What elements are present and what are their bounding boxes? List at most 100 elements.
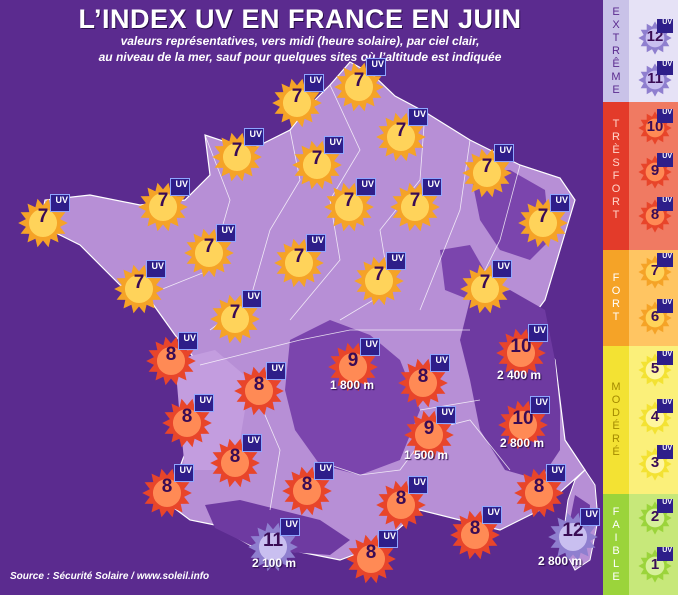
uv-value: 7 — [133, 272, 145, 293]
uv-value: 8 — [253, 374, 265, 395]
legend-band-label: FAIBLE — [612, 505, 620, 583]
uv-marker-bretagne-nord: 7 UV — [136, 178, 190, 234]
legend-uv-value: 4 — [650, 408, 660, 425]
uv-marker-ardennes: 7 UV — [374, 108, 428, 164]
legend-uv-value: 6 — [650, 308, 660, 325]
altitude-label: 1 800 m — [330, 378, 375, 392]
legend-uv-value: 9 — [650, 162, 660, 179]
uv-badge: UV — [314, 462, 334, 480]
legend-uv-badge: UV — [657, 153, 673, 167]
legend-uv-badge: UV — [657, 351, 673, 365]
uv-value: 7 — [395, 120, 407, 141]
uv-badge: UV — [546, 464, 566, 482]
uv-badge: UV — [492, 260, 512, 278]
legend-uv-8: 8 UV — [637, 197, 677, 238]
uv-marker-montpellier: 8 UV — [374, 476, 428, 532]
uv-badge: UV — [266, 362, 286, 380]
legend-uv-value: 2 — [650, 508, 660, 525]
legend-uv-badge: UV — [657, 399, 673, 413]
legend-uv-badge: UV — [657, 197, 673, 211]
uv-marker-brest: 7 UV — [16, 194, 70, 250]
legend-uv-value: 1 — [650, 556, 660, 573]
legend-uv-10: 10 UV — [637, 109, 677, 150]
uv-badge: UV — [242, 434, 262, 452]
uv-value: 8 — [395, 488, 407, 509]
uv-badge: UV — [378, 530, 398, 548]
uv-badge: UV — [430, 354, 450, 372]
uv-value: 7 — [373, 264, 385, 285]
uv-marker-centre: 7 UV — [272, 234, 326, 290]
uv-value: 7 — [231, 140, 243, 161]
legend-uv-6: 6 UV — [637, 299, 677, 340]
uv-value: 10 — [510, 336, 532, 357]
uv-value: 8 — [181, 406, 193, 427]
uv-marker-franche-comte: 7 UV — [458, 260, 512, 316]
uv-badge: UV — [408, 108, 428, 126]
legend-uv-badge: UV — [657, 299, 673, 313]
uv-badge: UV — [242, 290, 262, 308]
uv-value: 7 — [293, 246, 305, 267]
uv-badge: UV — [436, 406, 456, 424]
legend-uv-12: 12 UV — [637, 19, 677, 60]
uv-value: 11 — [262, 530, 284, 551]
uv-marker-nice: 8 UV — [512, 464, 566, 520]
legend-band: EXTRÊME — [603, 0, 678, 102]
uv-value: 8 — [301, 474, 313, 495]
uv-marker-poitou: 7 UV — [208, 290, 262, 346]
legend-uv-badge: UV — [657, 445, 673, 459]
uv-badge: UV — [306, 234, 326, 252]
legend-uv-badge: UV — [657, 19, 673, 33]
uv-value: 8 — [229, 446, 241, 467]
uv-marker-perpignan: 8 UV — [344, 530, 398, 586]
uv-marker-corse: 12 UV — [546, 508, 600, 564]
uv-value: 7 — [343, 190, 355, 211]
legend-uv-value: 5 — [650, 360, 660, 377]
uv-marker-landes: 8 UV — [208, 434, 262, 490]
uv-value: 8 — [365, 542, 377, 563]
uv-value: 7 — [203, 236, 215, 257]
uv-badge: UV — [528, 324, 548, 342]
altitude-label: 2 800 m — [500, 436, 545, 450]
uv-value: 10 — [512, 408, 534, 429]
uv-badge: UV — [50, 194, 70, 212]
uv-marker-champagne: 7 UV — [388, 178, 442, 234]
uv-badge: UV — [550, 194, 570, 212]
map-subtitle-line-2: au niveau de la mer, sauf pour quelques … — [98, 50, 502, 64]
uv-badge: UV — [244, 128, 264, 146]
uv-value: 8 — [417, 366, 429, 387]
uv-badge: UV — [174, 464, 194, 482]
altitude-label: 1 500 m — [404, 448, 449, 462]
uv-value: 7 — [311, 148, 323, 169]
legend-band-label: FORT — [611, 272, 621, 323]
uv-marker-alpes-nord: 10 UV — [494, 324, 548, 380]
uv-marker-paris: 7 UV — [322, 178, 376, 234]
legend-band-label: EXTRÊME — [611, 5, 621, 96]
uv-badge: UV — [216, 224, 236, 242]
uv-marker-limousin: 8 UV — [232, 362, 286, 418]
uv-badge: UV — [366, 58, 386, 76]
altitude-label: 2 400 m — [497, 368, 542, 382]
altitude-label: 2 100 m — [252, 556, 297, 570]
uv-marker-alpes-sud: 10 UV — [496, 396, 550, 452]
uv-legend: EXTRÊME 12 UV 11 UV TRÈS FORT 10 UV 9 UV 8 UV F… — [603, 0, 678, 595]
uv-value: 12 — [562, 520, 584, 541]
legend-uv-badge: UV — [657, 61, 673, 75]
uv-badge: UV — [324, 136, 344, 154]
uv-marker-manche-est: 7 UV — [270, 74, 324, 130]
uv-marker-toulouse: 8 UV — [280, 462, 334, 518]
legend-uv-2: 2 UV — [637, 499, 677, 540]
altitude-label: 2 800 m — [538, 554, 583, 568]
legend-band-label: MODÉRÉ — [611, 381, 621, 458]
legend-uv-11: 11 UV — [637, 61, 677, 102]
uv-value: 7 — [479, 272, 491, 293]
legend-uv-5: 5 UV — [637, 351, 677, 392]
uv-value: 9 — [347, 350, 359, 371]
uv-value: 8 — [161, 476, 173, 497]
uv-value: 7 — [409, 190, 421, 211]
uv-badge: UV — [408, 476, 428, 494]
legend-uv-badge: UV — [657, 547, 673, 561]
uv-marker-bourgogne: 7 UV — [352, 252, 406, 308]
legend-uv-7: 7 UV — [637, 253, 677, 294]
uv-marker-alsace: 7 UV — [516, 194, 570, 250]
